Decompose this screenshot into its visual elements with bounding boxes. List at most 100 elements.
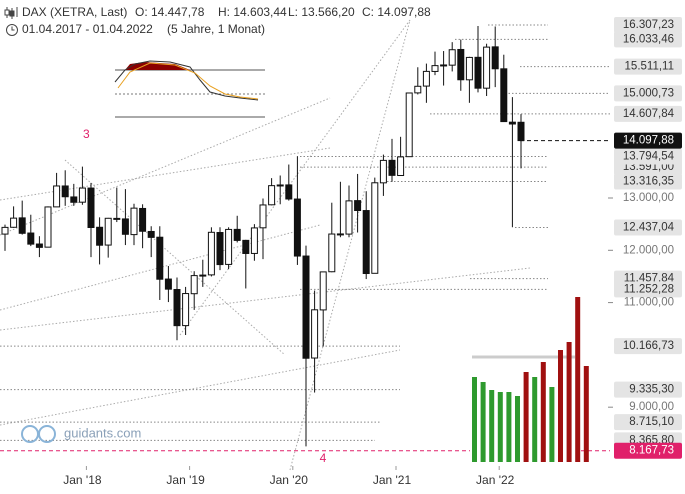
y-tick-label: 13.000,00 (623, 192, 674, 204)
level-tag (614, 17, 682, 34)
candle-body (397, 156, 405, 177)
level-tag (614, 105, 682, 122)
candle-body (517, 121, 525, 142)
x-tick-label: Jan '18 (63, 473, 102, 487)
candle-body (268, 185, 276, 206)
candle-body (233, 228, 241, 241)
level-tag-label: 9.335,30 (629, 384, 674, 396)
candle-body (199, 274, 207, 277)
candle-body (388, 159, 396, 176)
low-label: L: 13.566,20 (288, 5, 355, 19)
period: 01.04.2017 - 01.04.2022 (22, 22, 153, 36)
candle-body (61, 185, 69, 198)
high-label: H: 14.603,44 (218, 5, 287, 19)
candle-body (302, 255, 310, 359)
candle-body (500, 68, 508, 123)
level-tag-label: 8.167,73 (629, 445, 674, 457)
candle-body (104, 217, 112, 246)
indicator-bar (506, 392, 512, 462)
level-tag-label: 13.316,35 (623, 175, 674, 187)
candle-body (18, 217, 26, 234)
candle-body (147, 230, 155, 238)
candle-body (156, 236, 164, 280)
level-tag (614, 31, 682, 48)
level-tag (614, 219, 682, 236)
level-tag-label: 10.166,73 (623, 340, 674, 352)
indicator-bar (489, 390, 495, 462)
candle-body (431, 65, 439, 72)
candle-body (362, 210, 370, 275)
candle-body (96, 226, 104, 246)
level-tag-label: 12.437,04 (623, 221, 675, 233)
candle-body (319, 271, 327, 311)
x-tick-label: Jan '19 (166, 473, 205, 487)
indicator-bar (532, 377, 538, 462)
level-tag (614, 85, 682, 102)
candle-body (121, 218, 129, 235)
watermark-text: guidants.com (64, 425, 141, 440)
watermark: guidants.com (21, 425, 141, 443)
annotation: 4 (320, 451, 327, 465)
candle-body (491, 46, 499, 70)
candle-body (139, 207, 147, 232)
candle-body (276, 184, 284, 187)
level-tag-label: 15.511,11 (625, 61, 674, 73)
candle-body (483, 46, 491, 89)
indicator-bar (540, 362, 546, 462)
candle-body (440, 64, 448, 67)
indicator-bar (472, 377, 477, 462)
level-tag (614, 381, 682, 398)
candle-body (113, 217, 121, 220)
candle-body (293, 198, 301, 257)
x-tick-label: Jan '21 (373, 473, 412, 487)
instrument-title: DAX (XETRA, Last) (22, 5, 127, 19)
level-tag-label: 16.033,46 (623, 33, 674, 45)
candle-body (70, 196, 78, 203)
candle-body (87, 187, 95, 228)
candle-body (1, 226, 9, 235)
candle-body (465, 56, 473, 81)
level-tag (614, 414, 682, 431)
indicator-bar (497, 392, 503, 462)
y-tick-label: 9.000,00 (629, 401, 674, 413)
indicator-bar (558, 350, 563, 462)
indicator-bar (515, 396, 520, 462)
indicator-inset (114, 60, 265, 118)
y-tick-label: 12.000,00 (623, 244, 674, 256)
candle-body (250, 227, 258, 254)
candle-body (242, 239, 250, 254)
level-tag (614, 338, 682, 355)
level-tag (614, 442, 682, 459)
indicator-bar (523, 372, 529, 462)
x-tick-label: Jan '22 (476, 473, 515, 487)
candle-body (422, 70, 430, 87)
candle-body (216, 232, 224, 266)
level-tag-label: 11.252,28 (624, 283, 674, 295)
candle-body (207, 231, 215, 276)
candle-body (164, 278, 172, 290)
candle-body (379, 159, 387, 184)
indicator-bar (549, 387, 555, 462)
volume-panel (470, 297, 589, 464)
candle-body (182, 293, 190, 327)
y-tick-label: 11.000,00 (624, 297, 674, 309)
candle-body (414, 85, 422, 94)
candle-body (78, 187, 86, 203)
x-tick-label: Jan '20 (270, 473, 309, 487)
candle-body (345, 200, 353, 235)
period-note: (5 Jahre, 1 Monat) (167, 22, 265, 36)
candle-body (405, 92, 413, 158)
open-label: O: 14.447,78 (135, 5, 205, 19)
chart-type-icon (4, 7, 18, 19)
indicator-bar (583, 366, 589, 462)
candle-body (371, 182, 379, 274)
level-tag-label: 15.000,73 (623, 87, 674, 99)
level-tag (614, 173, 682, 190)
candle-body (354, 200, 362, 211)
candle-body (173, 289, 181, 327)
level-tag (614, 58, 682, 75)
candle-body (474, 56, 482, 89)
candle-body (328, 233, 336, 273)
annotation: 3 (83, 127, 90, 141)
